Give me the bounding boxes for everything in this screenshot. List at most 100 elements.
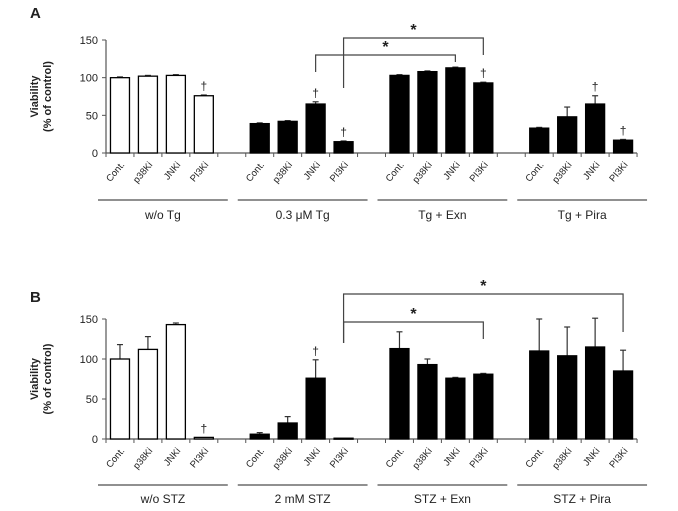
x-tick-label: p38Ki	[131, 160, 155, 186]
bar	[529, 350, 550, 440]
x-tick-label: PI3Ki	[328, 446, 351, 470]
y-tick-label: 50	[86, 394, 98, 406]
y-tick-label: 100	[80, 354, 98, 366]
bar	[389, 74, 410, 154]
x-tick-label: PI3Ki	[188, 446, 211, 470]
x-tick-label: JNKi	[441, 160, 462, 182]
x-tick-label: PI3Ki	[607, 446, 630, 470]
x-tick-label: PI3Ki	[468, 160, 491, 184]
bar	[249, 433, 270, 440]
bar	[612, 139, 634, 154]
x-tick-label: JNKi	[162, 446, 183, 468]
x-tick-label: Cont.	[104, 446, 127, 470]
x-tick-label: Cont.	[244, 160, 267, 184]
x-tick-label: Cont.	[384, 160, 407, 184]
y-axis-label: (% of control)	[42, 343, 54, 414]
bar	[137, 75, 159, 154]
y-axis-label: (% of control)	[42, 61, 54, 132]
significance-dagger: †	[592, 80, 599, 94]
x-tick-label: PI3Ki	[328, 160, 351, 184]
x-tick-label: p38Ki	[131, 446, 155, 472]
x-tick-label: JNKi	[302, 446, 323, 468]
significance-dagger: †	[340, 125, 347, 139]
x-tick-label: p38Ki	[411, 446, 435, 472]
bar	[165, 74, 187, 154]
bar	[557, 116, 578, 154]
y-tick-label: 0	[92, 148, 98, 160]
bar	[305, 377, 326, 440]
x-tick-label: p38Ki	[550, 446, 574, 472]
significance-star: *	[410, 306, 417, 323]
bar	[109, 358, 131, 440]
x-tick-label: Cont.	[523, 160, 546, 184]
x-tick-label: p38Ki	[271, 160, 295, 186]
y-tick-label: 150	[80, 314, 98, 326]
y-axis-label: Viability	[29, 75, 41, 118]
bar	[137, 348, 159, 440]
bar	[193, 95, 214, 154]
x-tick-label: JNKi	[581, 446, 602, 468]
group-label: 0.3 μM Tg	[276, 208, 330, 222]
x-tick-label: PI3Ki	[607, 160, 630, 184]
x-tick-label: JNKi	[162, 160, 183, 182]
bar	[557, 355, 578, 440]
y-tick-label: 0	[92, 434, 98, 446]
significance-star: *	[480, 278, 487, 295]
x-tick-label: Cont.	[104, 160, 127, 184]
significance-dagger: †	[312, 86, 319, 100]
bar	[584, 103, 606, 154]
x-tick-label: Cont.	[523, 446, 546, 470]
significance-star: *	[382, 39, 389, 56]
bar	[529, 127, 550, 154]
x-tick-label: p38Ki	[411, 160, 435, 186]
x-tick-label: p38Ki	[271, 446, 295, 472]
group-label: Tg + Exn	[418, 208, 466, 222]
y-axis-label: Viability	[29, 357, 41, 400]
significance-bracket	[342, 37, 484, 88]
bar	[333, 437, 354, 440]
x-tick-label: JNKi	[441, 446, 462, 468]
y-tick-label: 50	[86, 110, 98, 122]
bar	[612, 370, 634, 440]
bar	[333, 141, 354, 154]
x-tick-label: Cont.	[384, 446, 407, 470]
bar	[277, 422, 298, 440]
bar	[277, 120, 298, 154]
y-tick-label: 150	[80, 35, 98, 47]
x-tick-label: PI3Ki	[468, 446, 491, 470]
bar	[584, 346, 606, 440]
bar	[249, 122, 270, 154]
group-label: w/o Tg	[144, 208, 181, 222]
significance-dagger: †	[620, 123, 627, 137]
panel-label: A	[30, 5, 41, 22]
bar	[417, 70, 438, 154]
group-label: Tg + Pira	[558, 208, 607, 222]
significance-bracket	[342, 321, 484, 343]
significance-bracket	[315, 54, 456, 72]
bar	[193, 436, 214, 440]
x-tick-label: PI3Ki	[188, 160, 211, 184]
bar	[305, 103, 326, 154]
group-label: w/o STZ	[140, 492, 186, 506]
bar	[389, 347, 410, 440]
bar	[473, 82, 494, 154]
significance-bracket	[342, 293, 624, 343]
significance-dagger: †	[200, 79, 207, 93]
bar	[473, 373, 494, 440]
bar	[445, 67, 466, 154]
significance-star: *	[410, 22, 417, 39]
significance-dagger: †	[480, 66, 487, 80]
bar	[109, 77, 131, 154]
x-tick-label: Cont.	[244, 446, 267, 470]
y-tick-label: 100	[80, 73, 98, 85]
group-label: STZ + Pira	[553, 492, 611, 506]
panel-label: B	[30, 289, 41, 306]
x-tick-label: JNKi	[302, 160, 323, 182]
significance-dagger: †	[200, 421, 207, 435]
group-label: STZ + Exn	[414, 492, 471, 506]
bar	[165, 323, 187, 440]
bar	[445, 377, 466, 440]
bar	[417, 363, 438, 440]
x-tick-label: JNKi	[581, 160, 602, 182]
